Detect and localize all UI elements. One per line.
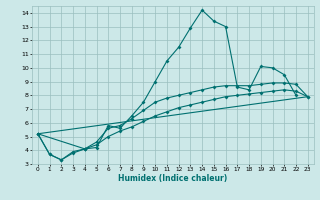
X-axis label: Humidex (Indice chaleur): Humidex (Indice chaleur): [118, 174, 228, 183]
